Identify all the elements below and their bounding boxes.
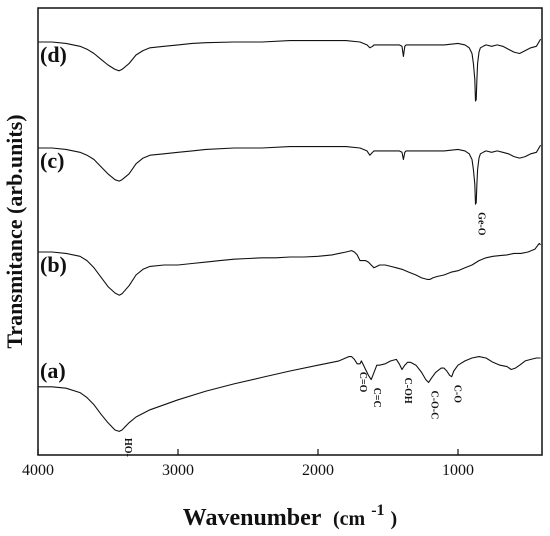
peak-annotation: C=C — [371, 388, 382, 408]
peak-annotation: C-O-C — [429, 390, 440, 419]
spectrum-line-d — [38, 38, 542, 102]
x-axis-unit-close: ) — [391, 508, 398, 530]
spectrum-line-a — [38, 356, 541, 432]
x-tick-label: 2000 — [302, 462, 334, 479]
x-axis-unit-open: (cm — [333, 508, 366, 530]
peak-annotation: HO- — [122, 438, 133, 457]
x-axis-unit-exponent: -1 — [371, 502, 384, 519]
series-label-d: (d) — [40, 42, 67, 67]
plot-frame — [37, 7, 543, 456]
y-axis-title: Transmitance (arb.units) — [2, 114, 27, 348]
series-label-c: (c) — [40, 148, 64, 173]
peak-annotation: C-O — [452, 385, 463, 404]
peak-annotations: HO- C=OC=C C-OH C-O-C C-O Ge-O — [122, 212, 487, 457]
series-label-a: (a) — [40, 358, 66, 383]
series-label-b: (b) — [40, 252, 67, 277]
x-tick-label: 4000 — [22, 462, 54, 479]
plot-area — [37, 7, 543, 456]
x-tick-label: 3000 — [162, 462, 194, 479]
x-axis-title-text: Wavenumber — [183, 505, 322, 531]
x-axis-title: Wavenumber (cm -1 ) — [183, 495, 397, 531]
spectrum-line-c — [38, 144, 542, 205]
spectrum-line-b — [38, 242, 541, 296]
series-labels: (a) (b) (c) (d) — [40, 42, 67, 383]
peak-annotation: C=O — [357, 372, 368, 393]
peak-annotation: C-OH — [402, 378, 413, 404]
x-axis-ticks: 4000 3000 2000 1000 — [22, 449, 474, 479]
series-layer — [38, 38, 542, 432]
peak-annotation: Ge-O — [476, 212, 487, 236]
x-tick-label: 1000 — [442, 462, 474, 479]
